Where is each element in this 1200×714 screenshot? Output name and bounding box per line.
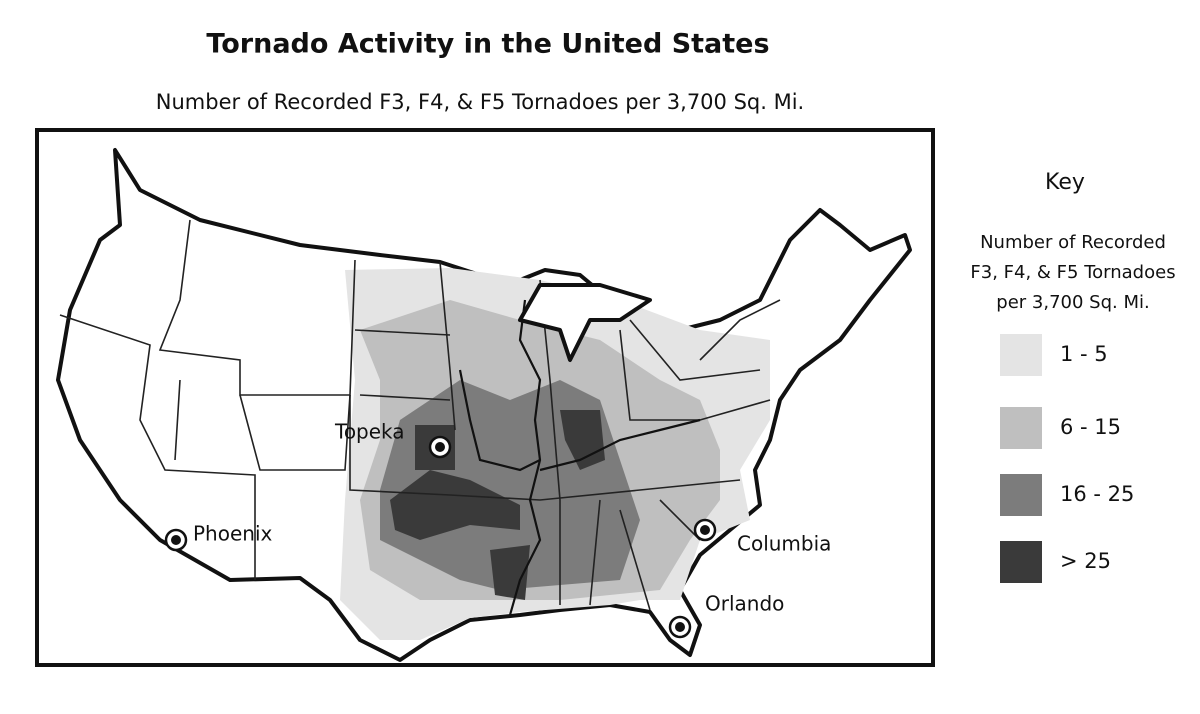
city-label: Columbia: [737, 532, 831, 556]
key-swatch: [1000, 474, 1042, 516]
key-label: 16 - 25: [1060, 482, 1134, 506]
city-marker-dot: [435, 442, 445, 452]
city-marker-dot: [171, 535, 181, 545]
title: Tornado Activity in the United States: [206, 29, 769, 60]
great-lakes: [518, 283, 652, 362]
ohio-river: [539, 418, 701, 472]
city-label: Orlando: [705, 592, 784, 616]
key-swatch: [1000, 407, 1042, 449]
city-marker-dot: [675, 622, 685, 632]
key-description-line: Number of Recorded: [980, 232, 1166, 253]
cities: Topeka Phoenix Columbia Orlando: [164, 420, 831, 639]
key-swatch: [1000, 334, 1042, 376]
key-items: 1 - 5 6 - 15 16 - 25 > 25: [1000, 334, 1134, 583]
key-label: 1 - 5: [1060, 342, 1108, 366]
city-marker-dot: [700, 525, 710, 535]
map: [35, 128, 935, 667]
key-label: > 25: [1060, 549, 1111, 573]
key-description-line: per 3,700 Sq. Mi.: [996, 292, 1149, 313]
key-label: 6 - 15: [1060, 415, 1121, 439]
city-label: Topeka: [334, 420, 405, 444]
missouri-river: [458, 369, 541, 472]
subtitle: Number of Recorded F3, F4, & F5 Tornadoe…: [156, 90, 804, 114]
city-label: Phoenix: [193, 522, 273, 546]
key-swatch: [1000, 541, 1042, 583]
state-lines: [59, 219, 781, 611]
key-title: Key: [1045, 170, 1085, 195]
key-description-line: F3, F4, & F5 Tornadoes: [970, 262, 1175, 283]
key-description: Number of Recorded F3, F4, & F5 Tornadoes…: [970, 232, 1175, 313]
